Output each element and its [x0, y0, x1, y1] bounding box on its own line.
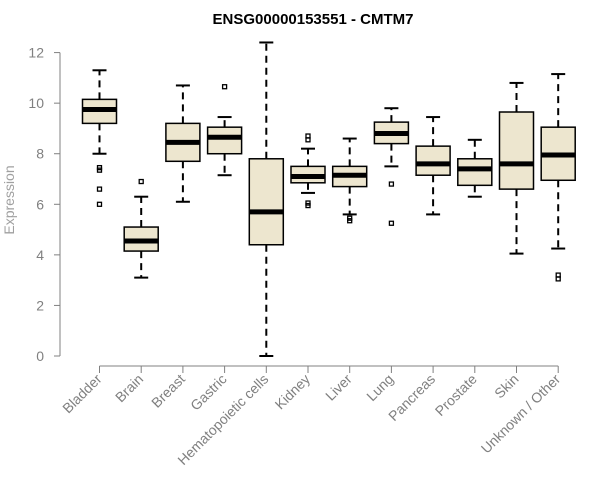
outlier-point	[555, 276, 561, 282]
box-4	[206, 84, 243, 177]
outlier-point	[388, 220, 395, 226]
x-tick-label: Kidney	[272, 371, 314, 413]
box-5	[248, 41, 285, 357]
outlier-point	[305, 137, 311, 143]
box-11	[498, 81, 535, 255]
x-tick-label: Liver	[322, 371, 355, 404]
iqr-box	[457, 158, 493, 187]
y-tick-label: 12	[28, 45, 44, 61]
outlier-point	[388, 181, 395, 187]
box-8	[373, 107, 410, 226]
outlier-point	[96, 186, 103, 192]
outlier-point	[305, 202, 311, 209]
box-9	[415, 116, 451, 216]
x-tick-label: Breast	[148, 371, 188, 411]
x-tick-label: Unknown / Other	[478, 371, 564, 457]
y-tick-label: 8	[36, 146, 44, 162]
outlier-point	[138, 178, 144, 185]
y-tick-label: 4	[36, 247, 44, 263]
y-tick-label: 10	[28, 95, 44, 111]
x-tick-label: Lung	[363, 371, 396, 404]
box-1	[81, 69, 118, 207]
outlier-point	[96, 201, 103, 207]
box-7	[331, 137, 368, 224]
box-2	[123, 178, 159, 279]
box-6	[290, 133, 326, 209]
y-tick-label: 2	[36, 297, 44, 313]
outlier-point	[96, 167, 103, 173]
iqr-box	[206, 126, 243, 155]
y-tick-label: 0	[36, 348, 44, 364]
iqr-box	[415, 145, 451, 176]
x-tick-label: Bladder	[59, 371, 105, 417]
outlier-point	[347, 218, 353, 224]
y-axis: 0 2 4 6 8 10 12	[28, 45, 61, 364]
box-3	[165, 84, 201, 203]
iqr-box	[498, 111, 535, 190]
iqr-box	[248, 158, 285, 246]
x-tick-label: Skin	[491, 371, 522, 402]
box-12	[540, 73, 576, 282]
box-10	[457, 138, 493, 198]
y-axis-label: Expression	[1, 165, 17, 234]
chart-title: ENSG00000153551 - CMTM7	[213, 11, 414, 28]
outlier-point	[221, 84, 228, 90]
x-tick-label: Brain	[112, 371, 146, 405]
x-tick-label: Prostate	[432, 371, 480, 419]
y-tick-label: 6	[36, 196, 44, 212]
plot-area	[81, 41, 576, 357]
